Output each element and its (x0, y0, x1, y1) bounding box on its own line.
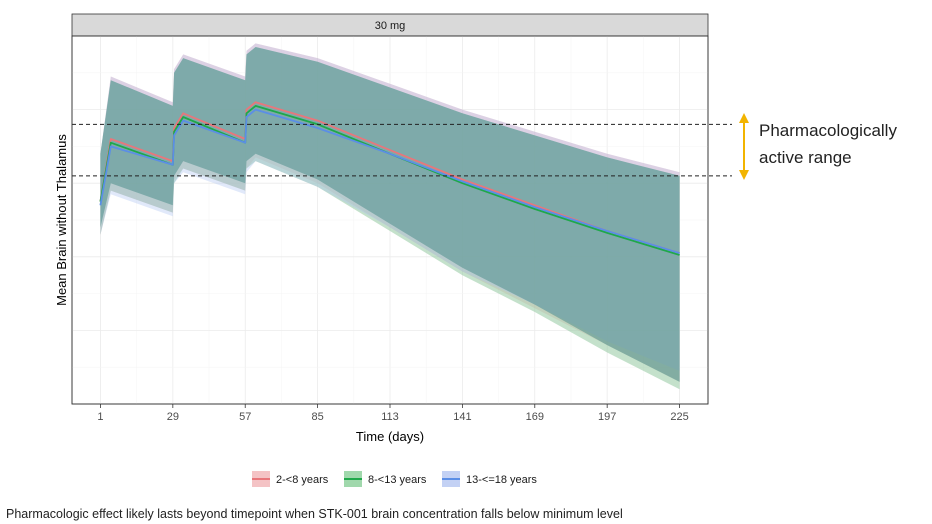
x-tick-label: 1 (97, 411, 103, 423)
legend-label-2: 8-<13 years (368, 474, 427, 486)
x-tick-label: 29 (167, 411, 179, 423)
x-tick-label: 169 (526, 411, 544, 423)
x-axis: 1 29 57 85 113 141 169 197 225 (97, 404, 689, 423)
annotation-line-1: Pharmacologically (759, 121, 897, 140)
median-line-3 (99, 108, 680, 254)
x-tick-label: 85 (311, 411, 323, 423)
y-axis-title: Mean Brain without Thalamus (54, 134, 69, 306)
x-tick-label: 225 (670, 411, 688, 423)
facet-label: 30 mg (375, 20, 406, 32)
legend-label-3: 13-<=18 years (466, 474, 537, 486)
x-tick-label: 57 (239, 411, 251, 423)
footer-note: Pharmacologic effect likely lasts beyond… (6, 507, 623, 521)
legend: 2-<8 years 8-<13 years 13-<=18 years (252, 471, 537, 487)
annotation-line-2: active range (759, 148, 852, 167)
x-tick-label: 113 (381, 411, 399, 423)
x-tick-label: 141 (453, 411, 471, 423)
legend-label-1: 2-<8 years (276, 474, 329, 486)
x-axis-title: Time (days) (356, 429, 424, 444)
reference-lines (72, 123, 732, 177)
median-lines (99, 101, 680, 256)
x-tick-label: 197 (598, 411, 616, 423)
